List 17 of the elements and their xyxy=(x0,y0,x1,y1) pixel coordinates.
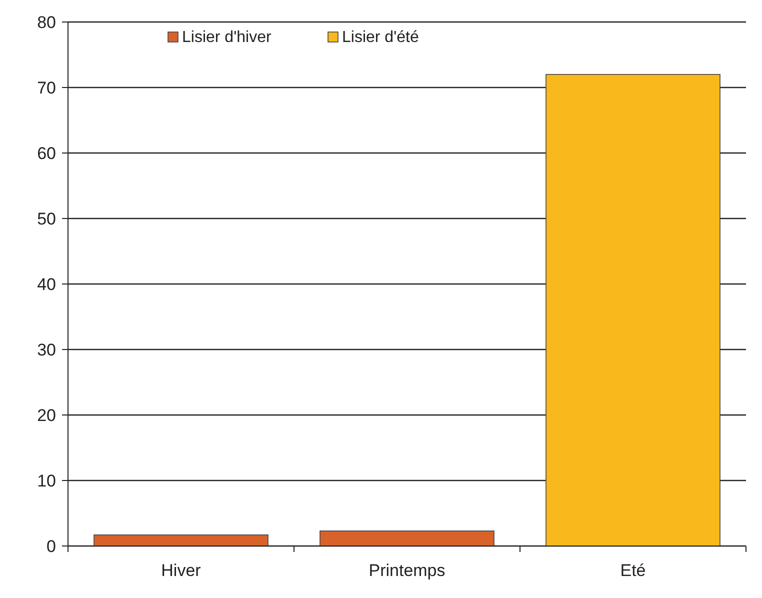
legend-label: Lisier d'hiver xyxy=(182,29,272,46)
y-tick-label: 0 xyxy=(46,536,56,556)
y-tick-label: 20 xyxy=(37,406,56,425)
bar xyxy=(320,530,494,546)
y-tick-label: 70 xyxy=(37,78,56,98)
legend-label: Lisier d'été xyxy=(342,29,419,46)
x-tick-label: Hiver xyxy=(161,561,202,580)
x-tick-label: Printemps xyxy=(368,561,446,580)
x-tick-label: Eté xyxy=(620,561,646,580)
y-tick-label: 40 xyxy=(37,274,56,294)
y-tick-label: 30 xyxy=(37,340,56,360)
bar xyxy=(94,534,268,546)
bar xyxy=(546,74,720,546)
y-tick-label: 60 xyxy=(37,144,56,163)
y-tick-label: 80 xyxy=(37,12,56,32)
y-tick-label: 10 xyxy=(37,471,56,490)
y-tick-label: 50 xyxy=(37,209,56,228)
